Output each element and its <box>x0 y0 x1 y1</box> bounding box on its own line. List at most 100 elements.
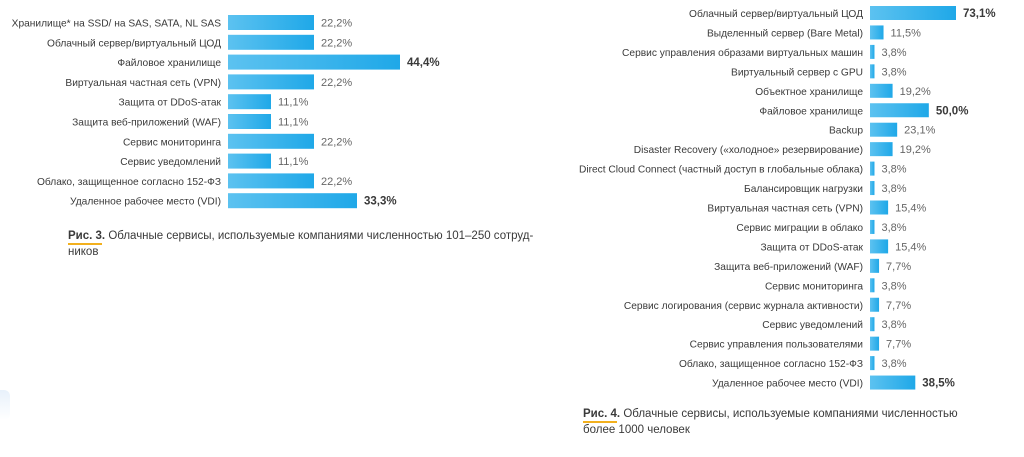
fig3-value-label: 11,1% <box>278 156 309 168</box>
caption-fig4-number: Рис. 4. <box>583 408 621 420</box>
fig4-category-label: Объектное хранилище <box>755 86 863 98</box>
fig4-value-label: 3,8% <box>881 164 906 176</box>
fig3-value-label: 44,4% <box>407 57 440 69</box>
fig4-bar <box>870 375 916 390</box>
fig4-value-label: 7,7% <box>886 300 911 312</box>
fig4-category-label: Удаленное рабочее место (VDI) <box>712 378 863 390</box>
fig4-bar <box>870 83 893 98</box>
fig4-bar <box>870 278 875 293</box>
fig3-bar <box>228 193 357 209</box>
fig3-bar <box>228 94 271 110</box>
fig4-category-label: Защита от DDoS-атак <box>760 242 863 253</box>
fig4-category-label: Виртуальная частная сеть (VPN) <box>707 204 863 215</box>
fig4-bar <box>870 25 884 40</box>
fig4-category-label: Сервис уведомлений <box>762 320 863 331</box>
fig4-category-label: Disaster Recovery («холодное» резервиров… <box>634 145 863 156</box>
fig3-category-label: Сервис мониторинга <box>123 137 221 148</box>
caption-fig3-underline <box>68 243 102 245</box>
fig4-bar <box>870 122 898 137</box>
fig4-category-label: Сервис мониторинга <box>765 281 863 292</box>
fig4-value-label: 3,8% <box>881 280 906 292</box>
fig4-category-label: Защита веб-приложений (WAF) <box>714 261 863 273</box>
fig4-value-label: 11,5% <box>891 27 922 39</box>
fig4-category-label: Сервис миграции в облако <box>736 222 863 234</box>
fig4-category-label: Выделенный сервер (Bare Metal) <box>707 28 863 39</box>
fig3-value-label: 22,2% <box>321 18 352 30</box>
fig3-category-label: Файловое хранилище <box>117 58 221 69</box>
fig4-value-label: 3,8% <box>881 319 906 331</box>
fig3-value-label: 22,2% <box>321 176 352 188</box>
fig4-value-label: 50,0% <box>936 105 969 117</box>
fig3-value-label: 22,2% <box>321 37 352 49</box>
caption-fig3-number: Рис. 3. <box>68 230 106 242</box>
fig4-bar <box>870 258 880 273</box>
fig3-value-label: 33,3% <box>364 196 397 208</box>
fig4-bar <box>870 142 893 157</box>
fig4-value-label: 73,1% <box>963 8 996 20</box>
fig4-bar <box>870 6 956 20</box>
caption-fig4: Рис. 4. Облачные сервисы, используемые к… <box>583 406 1003 438</box>
fig4-value-label: 15,4% <box>895 203 926 215</box>
fig4-category-label: Сервис управления пользователями <box>690 340 863 351</box>
fig4-value-label: 7,7% <box>886 261 911 273</box>
fig3-bar <box>228 34 314 50</box>
fig4-bar <box>870 297 880 312</box>
fig3-category-label: Защита от DDoS-атак <box>118 98 221 109</box>
fig3-category-label: Удаленное рабочее место (VDI) <box>70 196 221 208</box>
fig4-bar <box>870 64 875 79</box>
fig4-category-label: Облачный сервер/виртуальный ЦОД <box>689 8 863 20</box>
fig4-category-label: Сервис логирования (сервис журнала актив… <box>624 301 863 312</box>
fig3-category-label: Хранилище* на SSD/ на SAS, SATA, NL SAS <box>12 19 222 30</box>
fig3-category-label: Сервис уведомлений <box>120 157 221 168</box>
fig3-value-label: 11,1% <box>278 117 309 129</box>
fig3-category-label: Облако, защищенное согласно 152-ФЗ <box>37 176 221 188</box>
fig4-bar <box>870 103 929 118</box>
fig3-bar <box>228 54 400 70</box>
caption-fig4-underline <box>583 421 617 423</box>
fig4-value-label: 3,8% <box>881 66 906 78</box>
fig4-category-label: Облако, защищенное согласно 152-ФЗ <box>679 358 863 370</box>
fig4-bar <box>870 317 875 332</box>
fig4-bar <box>870 44 875 59</box>
fig4-category-label: Файловое хранилище <box>759 106 863 117</box>
fig4-value-label: 3,8% <box>881 183 906 195</box>
fig4-bar <box>870 336 880 351</box>
fig4-value-label: 19,2% <box>900 144 931 156</box>
fig4-category-label: Direct Cloud Connect (частный доступ в г… <box>579 164 863 176</box>
fig4-value-label: 3,8% <box>881 222 906 234</box>
fig3-category-label: Облачный сервер/виртуальный ЦОД <box>47 37 221 49</box>
fig3-category-label: Защита веб-приложений (WAF) <box>72 117 221 129</box>
fig4-value-label: 3,8% <box>881 358 906 370</box>
fig4-value-label: 19,2% <box>900 86 931 98</box>
fig4-category-label: Балансировщик нагрузки <box>744 184 863 195</box>
fig3-chart: Хранилище* на SSD/ на SAS, SATA, NL SAS 2… <box>12 15 440 209</box>
fig3-bar <box>228 114 271 129</box>
fig3-value-label: 11,1% <box>278 97 309 109</box>
fig4-category-label: Сервис управления образами виртуальных м… <box>622 47 863 59</box>
fig4-bar <box>870 200 889 215</box>
fig3-bar <box>228 153 271 169</box>
caption-fig4-text-line2: более 1000 человек <box>583 424 690 436</box>
fig4-value-label: 15,4% <box>895 241 926 253</box>
fig4-bar <box>870 181 875 196</box>
fig4-bar <box>870 219 875 234</box>
fig4-bar <box>870 239 889 254</box>
fig4-category-label: Виртуальный сервер с GPU <box>731 67 863 78</box>
fig3-bar <box>228 173 314 189</box>
fig4-category-label: Backup <box>829 126 863 137</box>
caption-fig3-text-line2: ников <box>68 246 99 258</box>
fig4-value-label: 3,8% <box>881 47 906 59</box>
caption-fig3-text: Облачные сервисы, используемые компаниям… <box>105 230 534 242</box>
fig4-bar <box>870 356 875 371</box>
fig3-bar <box>228 74 314 90</box>
caption-fig4-text: Облачные сервисы, используемые компаниям… <box>620 408 958 420</box>
fig4-value-label: 23,1% <box>904 125 935 137</box>
fig3-value-label: 22,2% <box>321 77 352 89</box>
decorative-edge <box>0 390 10 420</box>
fig3-bar <box>228 133 314 149</box>
fig4-bar <box>870 161 875 176</box>
fig4-value-label: 38,5% <box>922 378 955 390</box>
fig3-value-label: 22,2% <box>321 136 352 148</box>
fig3-category-label: Виртуальная частная сеть (VPN) <box>65 78 221 89</box>
